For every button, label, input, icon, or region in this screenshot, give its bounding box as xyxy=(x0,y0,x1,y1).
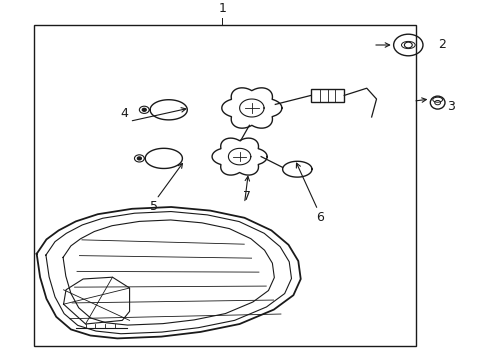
Text: 3: 3 xyxy=(447,100,454,113)
Text: 5: 5 xyxy=(150,201,158,213)
Text: 6: 6 xyxy=(316,211,324,224)
Bar xyxy=(310,89,344,102)
Text: 2: 2 xyxy=(437,39,445,51)
Circle shape xyxy=(142,108,146,111)
Text: 4: 4 xyxy=(121,107,128,120)
Circle shape xyxy=(137,157,141,160)
Bar xyxy=(34,25,415,346)
Text: 1: 1 xyxy=(218,3,226,15)
Text: 7: 7 xyxy=(243,190,250,203)
